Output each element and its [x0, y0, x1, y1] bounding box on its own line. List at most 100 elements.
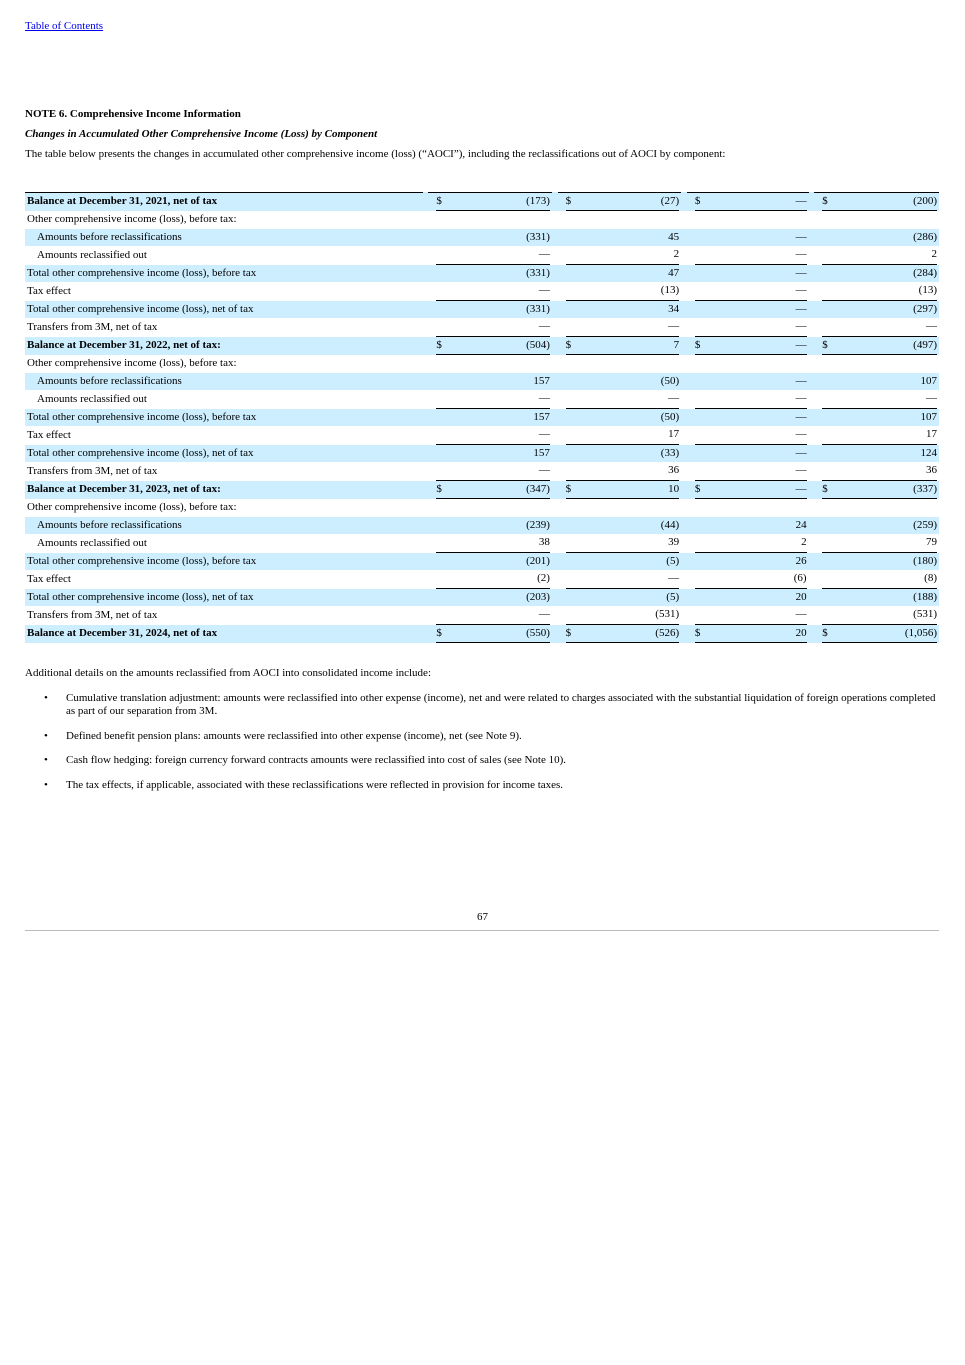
- toc-link[interactable]: Table of Contents: [25, 20, 104, 32]
- gap-cell: [422, 192, 429, 211]
- cell-value: 20: [795, 626, 807, 639]
- cell-value: —: [795, 428, 807, 440]
- cell-value: (497): [913, 338, 937, 351]
- cell-value: —: [926, 392, 937, 404]
- cell-value: (531): [913, 608, 937, 620]
- table-row: Balance at December 31, 2024, net of tax…: [25, 624, 939, 643]
- row-label: Balance at December 31, 2023, net of tax…: [25, 480, 423, 499]
- value-cell: 39: [558, 534, 682, 553]
- value-cell: $ (173): [428, 192, 552, 211]
- bullet-symbol: •: [44, 779, 48, 791]
- cell-value: 157: [533, 374, 550, 387]
- row-label: Transfers from 3M, net of tax: [27, 464, 158, 477]
- table-row: Amounts before reclassifications (239) (44…: [25, 516, 939, 534]
- gap-cell: [808, 444, 815, 462]
- additional-text: Additional details on the amounts reclas…: [25, 667, 431, 679]
- gap-cell: [551, 336, 558, 355]
- table-row: Balance at December 31, 2023, net of tax…: [25, 480, 939, 499]
- value-cell: (50): [557, 408, 682, 426]
- cell-value: (50): [660, 374, 680, 387]
- cell-wrap: (5): [566, 589, 679, 607]
- cell-value: —: [795, 482, 807, 495]
- value-cell: 36: [558, 462, 682, 481]
- cell-wrap: —: [695, 373, 807, 391]
- cell-wrap: 124: [822, 445, 938, 463]
- cell-value: —: [538, 284, 550, 296]
- value-cell: —: [428, 282, 552, 301]
- table-row: Other comprehensive income (loss), befor…: [25, 211, 939, 229]
- cell-value: —: [795, 230, 807, 243]
- gap-cell: [808, 516, 815, 534]
- row-label: Transfers from 3M, net of tax: [27, 608, 158, 621]
- cell-wrap: —: [436, 246, 550, 265]
- cell-wrap: $ —: [694, 337, 807, 355]
- row-label: Tax effect: [27, 572, 71, 585]
- cell-value: (239): [526, 518, 550, 531]
- value-cell: 2: [558, 246, 682, 265]
- value-cell: 20: [686, 588, 809, 606]
- value-cell: (203): [428, 588, 552, 606]
- table-row: Other comprehensive income (loss), befor…: [25, 355, 939, 373]
- gap-cell: [551, 588, 558, 606]
- gap-cell: [551, 228, 558, 246]
- cell-value: —: [795, 194, 807, 207]
- cell-value: —: [538, 608, 550, 620]
- cell-wrap: —: [822, 318, 937, 337]
- table-row: Amounts before reclassifications (331) 45 —…: [25, 228, 939, 246]
- gap-cell: [422, 228, 429, 246]
- cell-wrap: (50): [566, 373, 680, 391]
- currency-symbol: $: [565, 482, 572, 495]
- currency-symbol: $: [565, 338, 572, 351]
- value-cell: —: [428, 606, 552, 625]
- cell-wrap: $ (497): [822, 337, 937, 355]
- row-label: Amounts reclassified out: [37, 392, 147, 405]
- gap-cell: [808, 372, 815, 390]
- gap-cell: [681, 516, 687, 534]
- cell-wrap: —: [694, 318, 807, 337]
- currency-symbol: $: [822, 338, 828, 351]
- currency-symbol: $: [436, 482, 442, 495]
- gap-cell: [422, 480, 429, 499]
- cell-wrap: $ (504): [436, 337, 550, 355]
- value-cell: (259): [814, 516, 939, 534]
- gap-cell: [551, 264, 558, 282]
- value-cell: [558, 499, 682, 517]
- value-cell: [814, 499, 939, 517]
- cell-value: —: [795, 608, 807, 620]
- value-cell: [814, 355, 939, 373]
- cell-wrap: —: [565, 318, 680, 337]
- cell-value: (203): [526, 590, 550, 603]
- cell-value: (5): [666, 554, 680, 567]
- gap-cell: [808, 624, 815, 643]
- gap-cell: [422, 264, 429, 282]
- cell-wrap: $ (173): [436, 193, 550, 211]
- value-cell: [558, 355, 682, 373]
- cell-value: (188): [913, 590, 937, 603]
- gap-cell: [681, 372, 687, 390]
- table-row: Total other comprehensive income (loss),…: [25, 264, 939, 282]
- value-cell: 157: [428, 408, 552, 426]
- value-cell: $ (526): [557, 624, 682, 643]
- value-cell: (5): [557, 588, 682, 607]
- value-cell: —: [686, 300, 809, 318]
- value-cell: (5): [557, 552, 682, 570]
- cell-value: 45: [668, 230, 680, 243]
- cell-wrap: 79: [822, 534, 937, 553]
- gap-cell: [422, 372, 429, 390]
- cell-value: 10: [668, 482, 680, 495]
- cell-value: (504): [526, 338, 550, 351]
- cell-value: 47: [668, 266, 680, 279]
- value-cell: (188): [814, 588, 939, 606]
- cell-value: (201): [526, 554, 550, 567]
- cell-value: (1,056): [904, 626, 937, 639]
- cell-value: —: [795, 320, 807, 332]
- gap-cell: [551, 300, 558, 318]
- table-row: Total other comprehensive income (loss),…: [25, 588, 939, 607]
- value-cell: —: [428, 390, 552, 409]
- value-cell: 157: [428, 444, 552, 462]
- table-row: Total other comprehensive income (loss),…: [25, 552, 939, 570]
- value-cell: 157: [428, 372, 552, 390]
- row-label: Total other comprehensive income (loss),…: [25, 552, 423, 570]
- cell-value: 2: [801, 536, 807, 548]
